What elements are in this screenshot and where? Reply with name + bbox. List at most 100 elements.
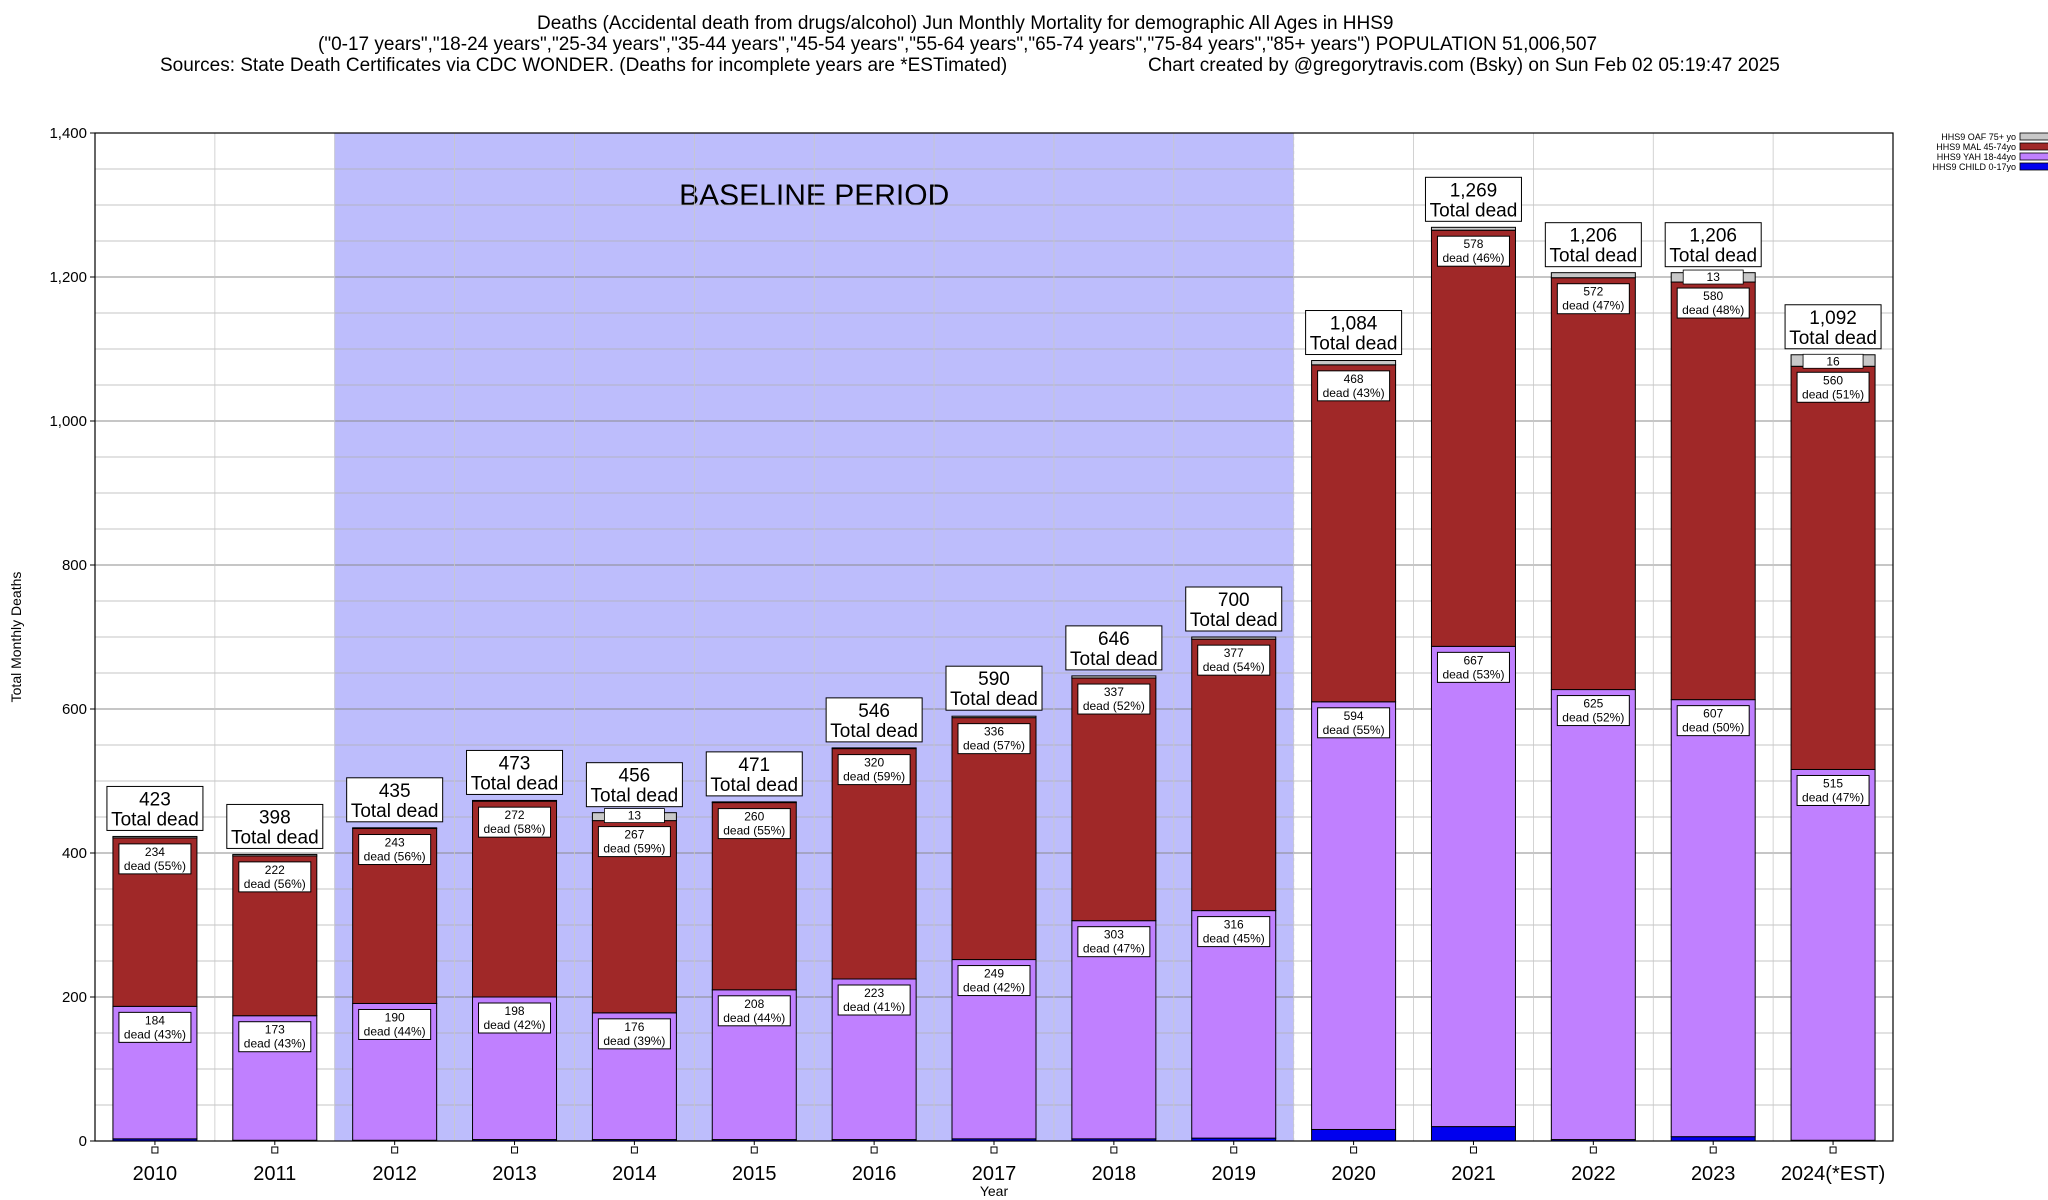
segment-label-box bbox=[358, 1008, 432, 1040]
segment-label-box bbox=[118, 843, 192, 875]
total-label-suffix: Total dead bbox=[1669, 246, 1757, 267]
segment-label-percent: dead (56%) bbox=[364, 850, 426, 864]
segment-label-count: 560 bbox=[1823, 373, 1843, 387]
segment-label-box bbox=[238, 1021, 312, 1053]
segment-label-count: 260 bbox=[744, 810, 764, 824]
child-series-marker bbox=[1829, 1146, 1837, 1154]
segment-label-percent: dead (56%) bbox=[244, 877, 306, 891]
segment-label-count: 208 bbox=[744, 997, 764, 1011]
y-tick-label: 800 bbox=[62, 557, 87, 574]
bar-segment-hhs9-yah-18-44yo-2023 bbox=[1670, 699, 1756, 1138]
segment-label-box bbox=[597, 1018, 671, 1050]
total-label-suffix: Total dead bbox=[710, 775, 798, 796]
total-label-value: 398 bbox=[259, 807, 291, 828]
bar-segment-hhs9-mal-45-74yo-2021 bbox=[1430, 229, 1516, 647]
total-label-suffix: Total dead bbox=[1789, 328, 1877, 349]
bar-segment-hhs9-oaf-75-yo-2010 bbox=[112, 835, 198, 839]
segment-label-percent: dead (44%) bbox=[364, 1024, 426, 1038]
segment-label-count: 316 bbox=[1224, 918, 1244, 932]
segment-label-count: 336 bbox=[984, 725, 1004, 739]
segment-label-percent: dead (47%) bbox=[1802, 790, 1864, 804]
bar-segment-hhs9-oaf-75-yo-2012 bbox=[352, 827, 438, 830]
total-label-box bbox=[226, 803, 324, 849]
bar-segment-hhs9-mal-45-74yo-2024est bbox=[1790, 365, 1876, 770]
legend-swatch bbox=[2019, 132, 2048, 141]
oaf-label-count: 16 bbox=[1826, 354, 1840, 368]
child-series-marker bbox=[1110, 1146, 1118, 1154]
bar-segment-hhs9-yah-18-44yo-2019 bbox=[1191, 910, 1277, 1139]
bar-segment-hhs9-oaf-75-yo-2011 bbox=[232, 853, 318, 857]
total-label-box bbox=[466, 749, 564, 795]
bar-segment-hhs9-child-0-17yo-2020 bbox=[1311, 1128, 1397, 1142]
segment-label-percent: dead (47%) bbox=[1562, 299, 1624, 313]
total-label-value: 590 bbox=[978, 669, 1010, 690]
segment-label-box bbox=[1796, 774, 1870, 806]
segment-label-box bbox=[1676, 287, 1750, 319]
y-tick-label: 400 bbox=[62, 845, 87, 862]
total-label-value: 1,269 bbox=[1450, 180, 1498, 201]
total-label-box bbox=[346, 777, 444, 823]
total-label-value: 1,206 bbox=[1570, 226, 1618, 247]
total-label-suffix: Total dead bbox=[231, 827, 319, 848]
segment-label-count: 249 bbox=[984, 967, 1004, 981]
total-label-suffix: Total dead bbox=[1310, 334, 1398, 355]
segment-label-count: 190 bbox=[385, 1010, 405, 1024]
segment-label-percent: dead (58%) bbox=[484, 822, 546, 836]
segment-label-box bbox=[597, 826, 671, 858]
total-label-value: 1,084 bbox=[1330, 314, 1378, 335]
x-tick-label: 2020 bbox=[1331, 1163, 1376, 1185]
x-tick-label: 2016 bbox=[852, 1163, 897, 1185]
x-tick-label: 2021 bbox=[1451, 1163, 1496, 1185]
segment-label-count: 625 bbox=[1583, 697, 1603, 711]
total-label-box bbox=[585, 762, 683, 808]
total-label-box bbox=[1185, 586, 1283, 632]
chart-credit-note: Chart created by @gregorytravis.com (Bsk… bbox=[1148, 55, 1780, 76]
segment-label-box bbox=[1197, 916, 1271, 948]
y-tick-label: 600 bbox=[62, 701, 87, 718]
child-series-marker bbox=[1469, 1146, 1477, 1154]
chart-title: Deaths (Accidental death from drugs/alco… bbox=[537, 13, 1394, 34]
y-tick-label: 1,000 bbox=[49, 413, 87, 430]
x-tick-label: 2019 bbox=[1211, 1163, 1256, 1185]
bar-segment-hhs9-yah-18-44yo-2021 bbox=[1430, 645, 1516, 1128]
segment-label-box bbox=[717, 808, 791, 840]
segment-label-percent: dead (55%) bbox=[723, 824, 785, 838]
segment-label-percent: dead (43%) bbox=[1323, 386, 1385, 400]
segment-label-percent: dead (57%) bbox=[963, 739, 1025, 753]
total-label-box bbox=[1424, 176, 1522, 222]
segment-label-box bbox=[1436, 651, 1510, 683]
bar-segment-hhs9-mal-45-74yo-2023 bbox=[1670, 281, 1756, 701]
total-label-value: 473 bbox=[499, 753, 531, 774]
child-series-marker bbox=[630, 1146, 638, 1154]
legend-label: HHS9 OAF 75+ yo bbox=[1941, 132, 2016, 142]
chart-sources-note: Sources: State Death Certificates via CD… bbox=[160, 55, 1008, 76]
segment-label-box bbox=[1556, 283, 1630, 315]
x-tick-label: 2015 bbox=[732, 1163, 777, 1185]
bar-segment-hhs9-child-0-17yo-2023 bbox=[1670, 1136, 1756, 1142]
total-label-suffix: Total dead bbox=[1070, 649, 1158, 670]
segment-label-count: 337 bbox=[1104, 685, 1124, 699]
segment-label-percent: dead (59%) bbox=[603, 842, 665, 856]
bar-segment-hhs9-oaf-75-yo-2013 bbox=[472, 799, 558, 802]
total-label-box bbox=[106, 785, 204, 831]
total-label-value: 1,092 bbox=[1809, 308, 1857, 329]
child-series-marker bbox=[1350, 1146, 1358, 1154]
segment-label-count: 173 bbox=[265, 1023, 285, 1037]
total-label-suffix: Total dead bbox=[950, 689, 1038, 710]
child-series-marker bbox=[870, 1146, 878, 1154]
y-tick-label: 1,400 bbox=[49, 125, 87, 142]
segment-label-percent: dead (45%) bbox=[1203, 932, 1265, 946]
y-tick-label: 200 bbox=[62, 989, 87, 1006]
segment-label-percent: dead (46%) bbox=[1442, 251, 1504, 265]
segment-label-box bbox=[1436, 235, 1510, 267]
x-tick-label: 2022 bbox=[1571, 1163, 1616, 1185]
segment-label-count: 320 bbox=[864, 756, 884, 770]
total-label-value: 700 bbox=[1218, 590, 1250, 611]
bar-segment-hhs9-child-0-17yo-2021 bbox=[1430, 1126, 1516, 1142]
segment-label-percent: dead (55%) bbox=[1323, 723, 1385, 737]
segment-label-box bbox=[1077, 926, 1151, 958]
total-label-value: 546 bbox=[858, 701, 890, 722]
total-label-suffix: Total dead bbox=[591, 786, 679, 807]
segment-label-percent: dead (59%) bbox=[843, 770, 905, 784]
